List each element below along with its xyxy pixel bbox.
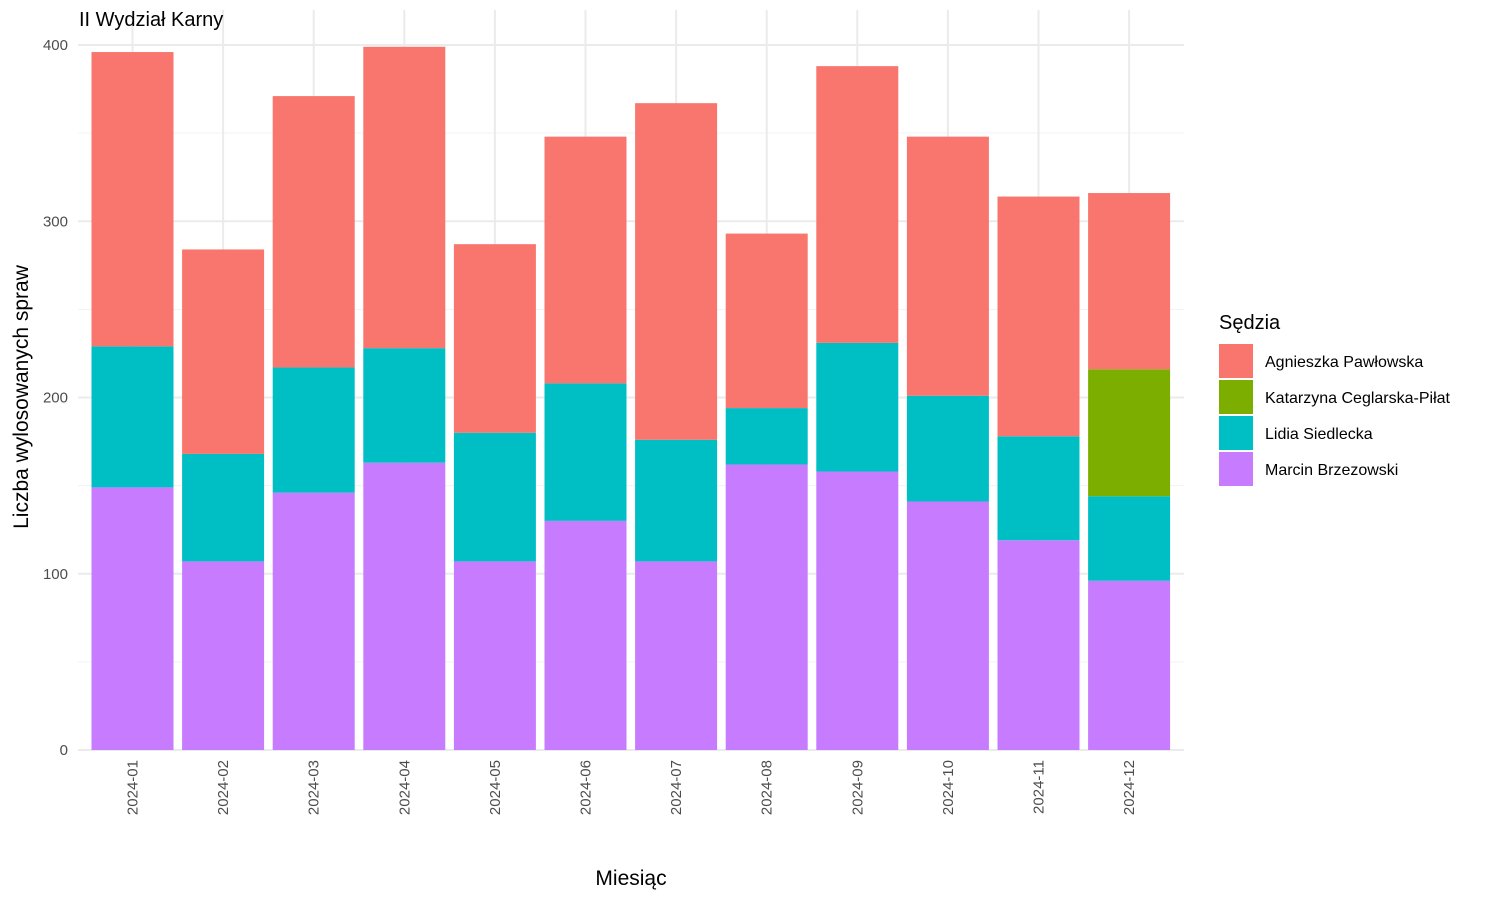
bar-segment	[91, 52, 174, 347]
bar-segment	[544, 383, 627, 521]
bar-segment	[906, 501, 989, 750]
legend-label: Marcin Brzezowski	[1265, 462, 1398, 479]
bar-segment	[182, 249, 265, 454]
bar-segment	[272, 367, 355, 493]
bar-segment	[453, 244, 536, 433]
x-tick-label: 2024-12	[1121, 760, 1138, 815]
legend-swatch	[1219, 452, 1253, 486]
bar-segment	[544, 520, 627, 750]
bar-segment	[453, 432, 536, 562]
y-tick-label: 400	[43, 37, 68, 54]
bar-segment	[182, 453, 265, 562]
bar-segment	[906, 136, 989, 396]
bar-segment	[906, 395, 989, 502]
y-tick-label: 100	[43, 566, 68, 583]
x-tick-label: 2024-03	[306, 760, 323, 815]
x-tick-label: 2024-02	[215, 760, 232, 815]
legend-label: Katarzyna Ceglarska-Piłat	[1265, 390, 1451, 407]
bar-segment	[997, 196, 1080, 437]
legend-swatch	[1219, 380, 1253, 414]
legend-label: Lidia Siedlecka	[1265, 426, 1373, 443]
bar-segment	[363, 462, 446, 750]
chart-title: II Wydział Karny	[79, 9, 223, 31]
y-tick-label: 300	[43, 213, 68, 230]
bar-segment	[1088, 496, 1171, 581]
legend-swatch	[1219, 416, 1253, 450]
x-axis-ticks: 2024-01 2024-02 2024-03 2024-04 2024-05 2024-…	[125, 760, 1139, 815]
bar-segment	[1088, 580, 1171, 750]
x-axis-title: Miesiąc	[595, 867, 666, 890]
bar-segment	[635, 439, 718, 562]
bar-segment	[182, 561, 265, 750]
bar-segment	[544, 136, 627, 384]
bar-segment	[816, 471, 899, 750]
bar-segment	[997, 436, 1080, 541]
bar-segment	[91, 346, 174, 488]
bar-segment	[1088, 193, 1171, 370]
bar-segment	[453, 561, 536, 750]
x-tick-label: 2024-10	[940, 760, 957, 815]
bar-segment	[997, 540, 1080, 750]
x-tick-label: 2024-01	[125, 760, 142, 815]
bars	[91, 46, 1171, 750]
legend-swatch	[1219, 344, 1253, 378]
bar-segment	[635, 561, 718, 750]
bar-segment	[816, 342, 899, 472]
x-tick-label: 2024-11	[1031, 760, 1048, 814]
x-tick-label: 2024-09	[849, 760, 866, 815]
y-tick-label: 0	[60, 742, 68, 759]
x-tick-label: 2024-06	[578, 760, 595, 815]
bar-segment	[363, 46, 446, 349]
bar-segment	[1088, 369, 1171, 497]
bar-segment	[272, 96, 355, 368]
x-tick-label: 2024-05	[487, 760, 504, 815]
y-axis-title: Liczba wylosowanych spraw	[10, 264, 33, 529]
bar-segment	[272, 492, 355, 750]
bar-segment	[725, 464, 808, 750]
bar-segment	[725, 408, 808, 465]
y-tick-label: 200	[43, 390, 68, 407]
x-tick-label: 2024-07	[668, 760, 685, 815]
bar-segment	[363, 348, 446, 463]
bar-segment	[725, 233, 808, 409]
legend-title: Sędzia	[1219, 312, 1281, 334]
bar-segment	[635, 103, 718, 440]
legend-label: Agnieszka Pawłowska	[1265, 354, 1423, 371]
legend: Sędzia Agnieszka Pawłowska Katarzyna Cegl…	[1219, 312, 1451, 486]
x-tick-label: 2024-08	[759, 760, 776, 815]
bar-segment	[816, 66, 899, 343]
y-axis-ticks: 0 100 200 300 400	[43, 37, 68, 759]
x-tick-label: 2024-04	[396, 760, 413, 815]
bar-segment	[91, 487, 174, 750]
